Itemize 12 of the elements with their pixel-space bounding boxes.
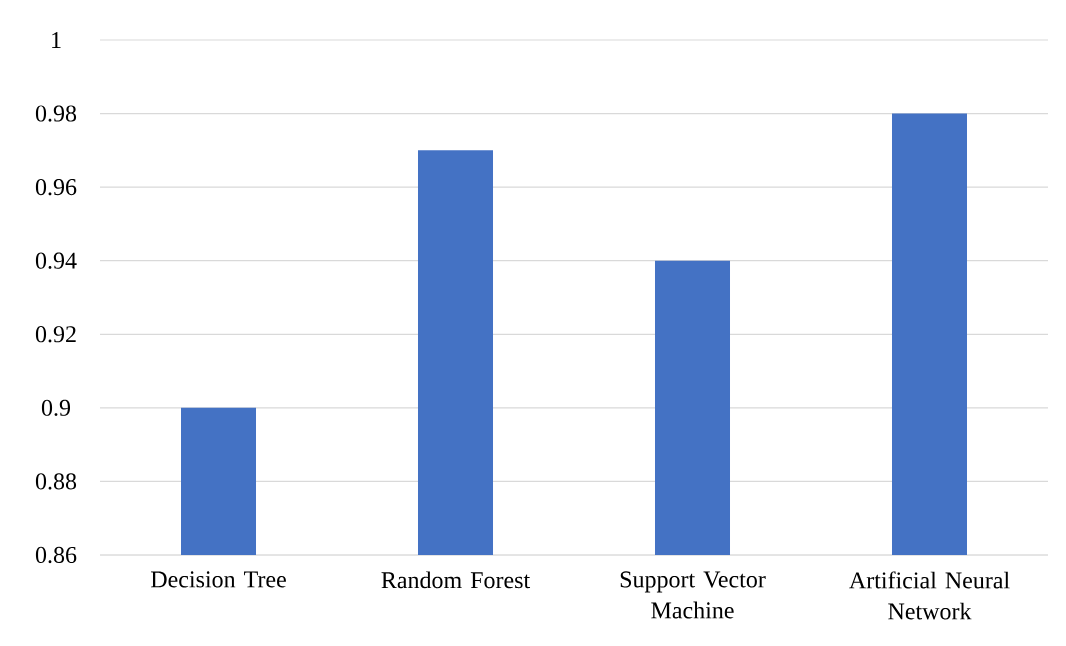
y-tick-label: 1 [52,32,61,48]
y-tick-label: 0.96 [35,178,77,196]
y-tick-label: 0.98 [35,105,77,122]
y-tick-label: 0.9 [41,399,71,416]
y-tick-label: 0.92 [35,326,76,343]
x-tick-label: Decision Tree [150,571,286,588]
y-tick-label: 0.94 [35,252,77,269]
x-tick-label: Random Forest [381,571,531,589]
x-tick-label: Artificial Neural Network [849,571,1010,620]
y-tick-label: 0.86 [35,546,77,564]
x-tick-label: Support Vector Machine [620,571,766,619]
y-tick-label: 0.88 [35,473,77,490]
